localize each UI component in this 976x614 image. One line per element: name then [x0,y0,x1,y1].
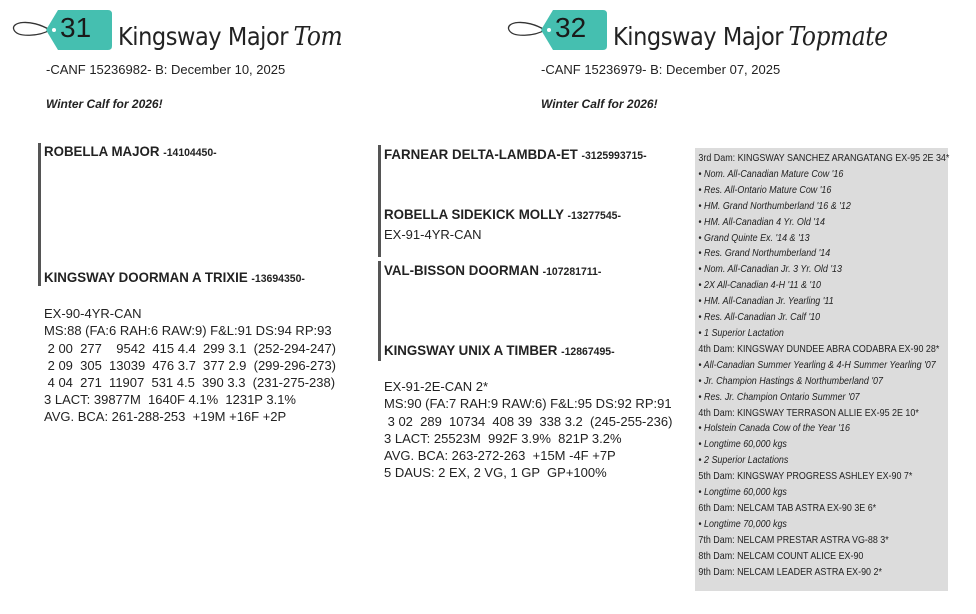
pedigree-achievement: • Longtime 70,000 kgs [698,517,787,530]
pedigree-dam: 5th Dam: KINGSWAY PROGRESS ASHLEY EX-90 … [698,470,913,483]
pedigree-dam: 4th Dam: KINGSWAY TERRASON ALLIE EX-95 2… [698,406,919,419]
dam-records: EX-91-2E-CAN 2* MS:90 (FA:7 RAH:9 RAW:6) … [384,379,673,481]
dam: KINGSWAY DOORMAN A TRIXIE -13694350- [44,269,305,285]
pedigree-achievement: • All-Canadian Summer Yearling & 4-H Sum… [698,358,936,371]
lot-name-script: Topmate [788,22,889,52]
pedigree-achievement: • Nom. All-Canadian Jr. 3 Yr. Old '13 [698,263,842,276]
pedigree-achievement: • Grand Quinte Ex. '14 & '13 [698,231,810,244]
lot-title: Kingsway Major Tom [118,22,343,52]
lot-tag-icon [12,10,112,50]
lot-name-script: Tom [293,22,343,52]
lot-title: Kingsway Major Topmate [613,22,888,52]
pedigree-achievement: • HM. Grand Northumberland '16 & '12 [698,199,851,212]
dam: KINGSWAY UNIX A TIMBER -12867495- [384,342,615,358]
pedigree-box: 3rd Dam: KINGSWAY SANCHEZ ARANGATANG EX-… [695,148,950,591]
sire-dam: ROBELLA SIDEKICK MOLLY -13277545- [384,206,621,222]
sire: FARNEAR DELTA-LAMBDA-ET -3125993715- [384,146,647,162]
pedigree-dam: 8th Dam: NELCAM COUNT ALICE EX-90 [698,549,864,562]
pedigree-achievement: • HM. All-Canadian 4 Yr. Old '14 [698,215,825,228]
lot-tag-icon [507,10,607,50]
pedigree-achievement: • Longtime 60,000 kgs [698,486,787,499]
pedigree-dam: 9th Dam: NELCAM LEADER ASTRA EX-90 2* [698,565,882,578]
dam-records: EX-90-4YR-CAN MS:88 (FA:6 RAH:6 RAW:9) F&… [44,306,337,425]
pedigree-bracket [38,143,41,286]
pedigree-achievement: • 1 Superior Lactation [698,326,784,339]
pedigree-achievement: • Res. All-Canadian Jr. Calf '10 [698,311,821,324]
pedigree-achievement: • Jr. Champion Hastings & Northumberland… [698,374,883,387]
pedigree-dam: 6th Dam: NELCAM TAB ASTRA EX-90 3E 6* [698,501,877,514]
pedigree-achievement: • Nom. All-Canadian Mature Cow '16 [698,167,844,180]
lot-name: Kingsway Major [118,22,289,51]
pedigree-achievement: • Res. Grand Northumberland '14 [698,247,831,260]
pedigree-dam: 3rd Dam: KINGSWAY SANCHEZ ARANGATANG EX-… [698,152,950,164]
pedigree-achievement: • Longtime 60,000 kgs [698,438,787,451]
pedigree-achievement: • HM. All-Canadian Jr. Yearling '11 [698,295,834,308]
pedigree-dam: 7th Dam: NELCAM PRESTAR ASTRA VG-88 3* [698,533,889,546]
lot-number: 31 [60,12,92,43]
dam-sire: VAL-BISSON DOORMAN -107281711- [384,262,602,278]
lot-name: Kingsway Major [613,22,784,51]
lot-number: 32 [555,12,587,43]
sire: ROBELLA MAJOR -14104450- [44,143,217,159]
pedigree-achievement: • Res. All-Ontario Mature Cow '16 [698,183,832,196]
dam-bracket [378,261,381,361]
pedigree-achievement: • 2 Superior Lactations [698,454,789,467]
pedigree-achievement: • 2X All-Canadian 4-H '11 & '10 [698,279,822,292]
pedigree-achievement: • Holstein Canada Cow of the Year '16 [698,422,850,435]
lot-registration: -CANF 15236982- B: December 10, 2025 [46,62,286,77]
lot-note: Winter Calf for 2026! [46,97,163,111]
lot-registration: -CANF 15236979- B: December 07, 2025 [541,62,781,77]
sire-dam-records: EX-91-4YR-CAN [384,227,482,242]
pedigree-achievement: • Res. Jr. Champion Ontario Summer '07 [698,390,860,403]
pedigree-dam: 4th Dam: KINGSWAY DUNDEE ABRA CODABRA EX… [698,342,940,355]
lot-note: Winter Calf for 2026! [541,97,658,111]
sire-bracket [378,145,381,257]
